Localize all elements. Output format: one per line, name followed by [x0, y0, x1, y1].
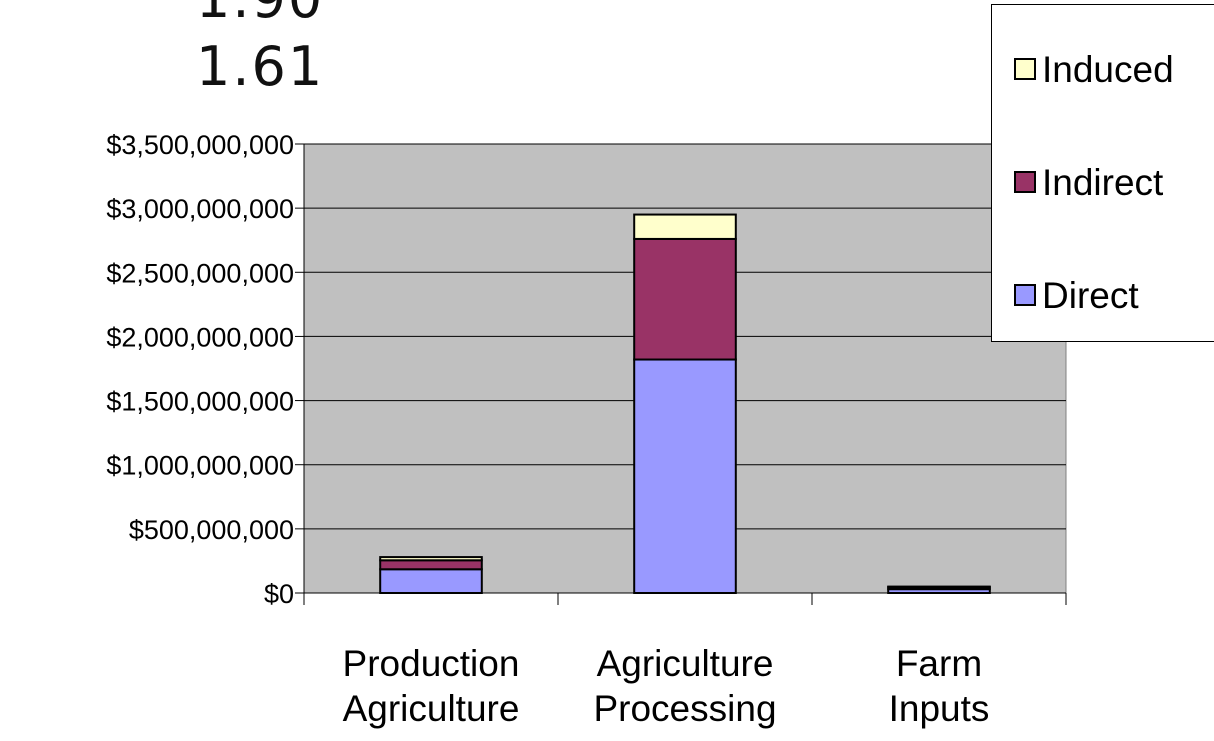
y-tick-label: $2,000,000,000: [106, 322, 294, 352]
y-tick-label: $1,500,000,000: [106, 387, 294, 417]
x-category-label: Inputs: [889, 688, 990, 729]
y-tick-label: $500,000,000: [129, 515, 294, 545]
bar-segment-indirect: [379, 559, 483, 571]
legend-item-indirect: Indirect: [1014, 162, 1163, 202]
bar-segment-induced: [633, 213, 737, 240]
x-category-label: Farm: [896, 643, 982, 684]
bar-segment-direct: [379, 568, 483, 595]
legend-swatch-indirect: [1014, 171, 1036, 193]
legend-label-direct: Direct: [1042, 274, 1139, 316]
legend-swatch-direct: [1014, 284, 1036, 306]
y-tick-label: $3,500,000,000: [106, 130, 294, 160]
overlay-number-bottom: 1.61: [196, 35, 325, 98]
y-tick-label: $1,000,000,000: [106, 451, 294, 481]
x-category-label: Production: [343, 643, 520, 684]
legend-label-indirect: Indirect: [1042, 161, 1164, 203]
x-category-label: Agriculture: [343, 688, 520, 729]
x-category-label: Processing: [593, 688, 776, 729]
legend-item-induced: Induced: [1014, 49, 1174, 89]
overlay-number-top: 1.90: [196, 0, 324, 26]
bar-segment-indirect: [633, 237, 737, 361]
bar-segment-direct: [633, 358, 737, 594]
bar-segment-induced: [379, 556, 483, 562]
x-category-label: Agriculture: [597, 643, 774, 684]
legend-item-direct: Direct: [1014, 275, 1139, 315]
y-tick-label: $3,000,000,000: [106, 194, 294, 224]
y-tick-label: $0: [264, 579, 294, 609]
chart-legend: Induced Indirect Direct: [991, 4, 1214, 342]
legend-label-induced: Induced: [1042, 48, 1174, 90]
y-tick-label: $2,500,000,000: [106, 258, 294, 288]
legend-swatch-induced: [1014, 58, 1036, 80]
bar-segment-induced: [887, 585, 991, 589]
